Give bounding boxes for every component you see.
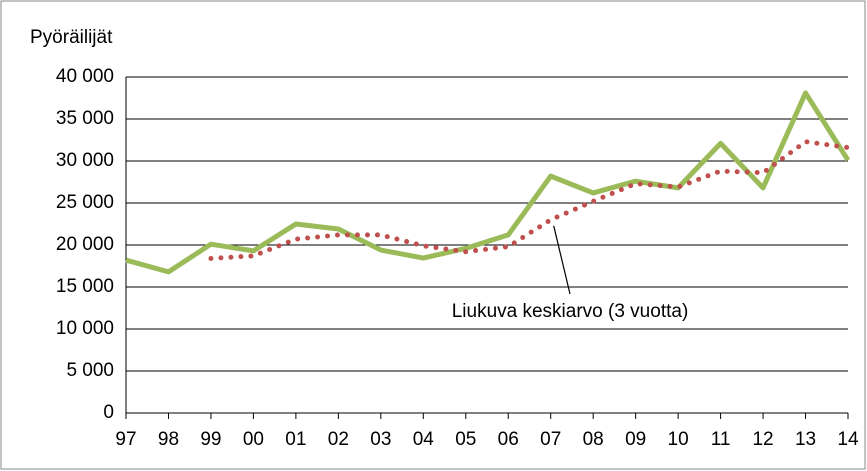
x-tick-label: 12 <box>752 429 773 450</box>
y-tick-label: 5 000 <box>66 360 114 381</box>
x-tick-label: 09 <box>625 429 646 450</box>
x-tick-label: 07 <box>540 429 561 450</box>
x-tick-label: 02 <box>328 429 349 450</box>
line-series <box>125 90 851 275</box>
x-tick-label: 06 <box>498 429 519 450</box>
y-tick-label: 0 <box>103 402 114 423</box>
x-tick-label: 13 <box>795 429 816 450</box>
x-tick-label: 10 <box>668 429 689 450</box>
x-tick-label: 99 <box>200 429 221 450</box>
x-tick-label: 14 <box>837 429 859 450</box>
x-tick-label: 03 <box>370 429 391 450</box>
y-tick-label: 40 000 <box>56 66 114 87</box>
x-tick-label: 01 <box>285 429 306 450</box>
x-tick-label: 08 <box>583 429 604 450</box>
y-tick-label: 30 000 <box>56 150 114 171</box>
x-tick-label: 00 <box>243 429 264 450</box>
y-tick-label: 35 000 <box>56 108 114 129</box>
y-tick-label: 10 000 <box>56 318 114 339</box>
x-tick-label: 05 <box>455 429 476 450</box>
x-tick-label: 97 <box>115 429 136 450</box>
annotation: Liukuva keskiarvo (3 vuotta) <box>452 301 689 322</box>
y-axis-title: Pyöräilijät <box>30 27 113 48</box>
y-tick-label: 25 000 <box>56 192 114 213</box>
line-series <box>208 139 851 261</box>
y-tick-label: 15 000 <box>56 276 114 297</box>
x-tick-label: 98 <box>158 429 179 450</box>
y-tick-label: 20 000 <box>56 234 114 255</box>
x-tick-label: 11 <box>711 429 731 450</box>
x-tick-label: 04 <box>413 429 435 450</box>
annotation-leader <box>553 225 571 295</box>
